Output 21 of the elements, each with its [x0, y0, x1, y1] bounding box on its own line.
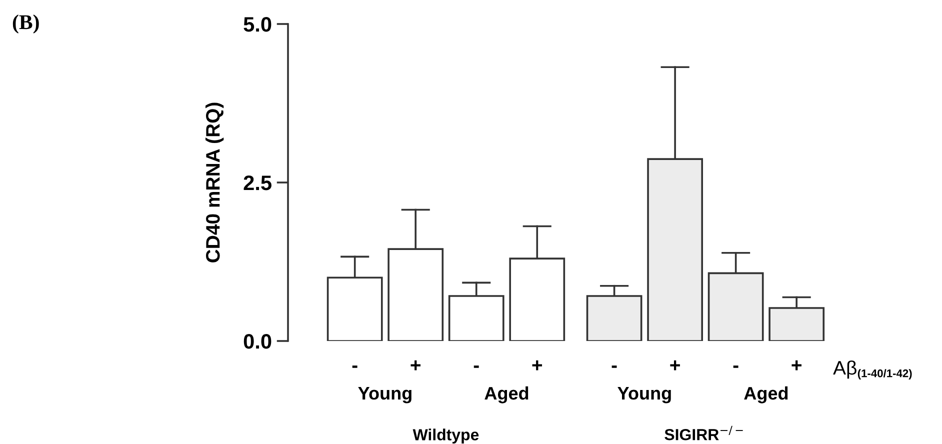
- y-tick-label: 2.5: [244, 176, 272, 190]
- text: Aged: [744, 386, 788, 404]
- y-axis-title: CD40 mRNA (RQ): [206, 102, 224, 262]
- x-tick-label: +: [670, 360, 680, 370]
- text: SIGIRR$^{−/−}$: [664, 426, 743, 440]
- text: Aβ: [833, 360, 856, 379]
- y-tick-label: 0.0: [244, 334, 272, 349]
- text: Aged: [484, 386, 528, 404]
- text: (B): [12, 14, 39, 34]
- x-tick-label: -: [474, 366, 479, 368]
- x-tick-label: +: [532, 360, 542, 370]
- x-tick-label: +: [410, 360, 420, 370]
- x-tick-label: +: [792, 360, 802, 370]
- text: Young: [618, 387, 671, 404]
- y-tick-label: 5.0: [244, 17, 272, 32]
- text: Wildtype: [412, 428, 479, 444]
- text: (1-40/1-42): [858, 369, 912, 380]
- x-tick-label: -: [352, 366, 358, 368]
- x-tick-label: -: [612, 366, 617, 368]
- x-tick-label: -: [733, 366, 738, 368]
- text: Young: [358, 387, 412, 404]
